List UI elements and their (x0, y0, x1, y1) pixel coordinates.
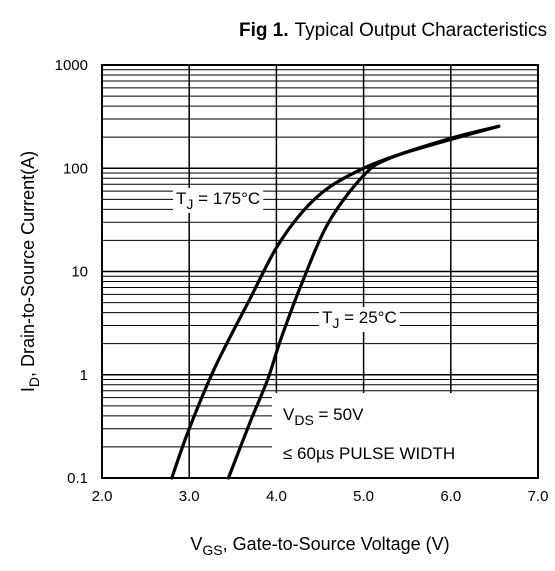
x-tick-label: 4.0 (266, 488, 287, 505)
figure-label: Fig 1. (239, 20, 289, 41)
x-axis-label-sub: GS (202, 542, 222, 558)
series-line-tj-25 (226, 124, 501, 480)
y-tick-label: 10 (71, 264, 88, 281)
tj25-sub: J (332, 315, 339, 331)
vds-condition: VDS = 50V (283, 405, 364, 428)
series-label-tj-25: TJ = 25°C (319, 307, 400, 332)
series-label-tj-175: TJ = 175°C (173, 188, 264, 213)
vds-main: V (283, 405, 295, 424)
x-tick-label: 2.0 (92, 488, 113, 505)
plot-frame (101, 64, 539, 479)
y-axis-label: ID, Drain-to-Source Current(A) (18, 151, 42, 392)
pulse-width-condition: ≤ 60µs PULSE WIDTH (283, 444, 455, 463)
tj175-rest: = 175°C (193, 189, 260, 208)
tj175-main: T (176, 189, 186, 208)
vds-rest: = 50V (314, 405, 364, 424)
y-axis-label-main: I (18, 387, 38, 392)
test-conditions-box: VDS = 50V ≤ 60µs PULSE WIDTH (272, 393, 537, 477)
tj25-main: T (322, 308, 332, 327)
y-tick-label: 1000 (55, 57, 88, 74)
y-tick-label: 100 (63, 160, 88, 177)
y-tick-label: 1 (80, 367, 88, 384)
svg-text:TJ = 25°C: TJ = 25°C (322, 308, 397, 331)
x-axis-label-rest: , Gate-to-Source Voltage (V) (223, 534, 450, 554)
x-axis-label-main: V (190, 534, 202, 554)
tick-labels: 2.0 3.0 4.0 5.0 6.0 7.0 0.1 1 10 100 1000 (55, 57, 549, 505)
y-tick-label: 0.1 (67, 470, 88, 487)
svg-text:TJ = 175°C: TJ = 175°C (176, 189, 260, 212)
series-group (170, 124, 501, 480)
y-axis-label-sub: D (26, 377, 42, 387)
tj25-rest: = 25°C (339, 308, 396, 327)
vds-sub: DS (294, 412, 313, 428)
x-tick-label: 6.0 (440, 488, 461, 505)
figure-title: Fig 1. Typical Output Characteristics (239, 20, 547, 42)
x-tick-label: 5.0 (353, 488, 374, 505)
x-tick-label: 3.0 (179, 488, 200, 505)
y-axis-label-rest: , Drain-to-Source Current(A) (18, 151, 38, 377)
x-axis-label: VGS, Gate-to-Source Voltage (V) (190, 534, 449, 558)
tj175-sub: J (186, 196, 193, 212)
figure-caption: Typical Output Characteristics (294, 20, 547, 41)
x-tick-label: 7.0 (528, 488, 549, 505)
